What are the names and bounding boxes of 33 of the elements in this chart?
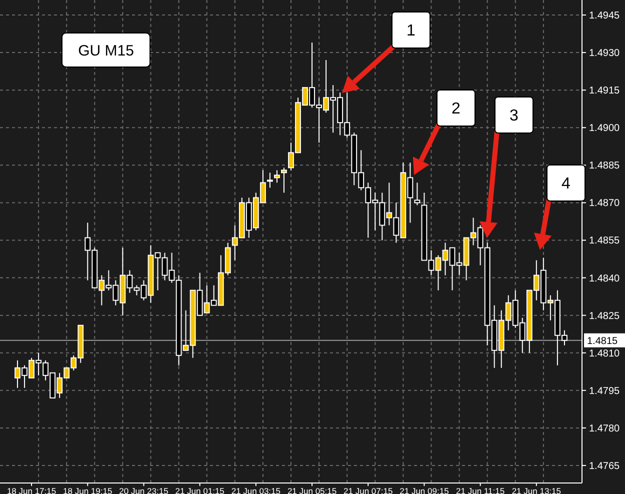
y-tick-label: 1.4840 (589, 273, 620, 284)
x-tick-label: 21 Jun 05:15 (287, 486, 337, 494)
x-tick-label: 21 Jun 01:15 (175, 486, 225, 494)
y-tick-label: 1.4870 (589, 198, 620, 210)
candlestick (414, 182, 420, 206)
y-tick-label: 1.4780 (589, 423, 620, 434)
annotation: 3 (510, 108, 519, 125)
x-tick-label: 20 Jun 23:15 (119, 486, 169, 494)
x-tick-label: 21 Jun 07:15 (344, 486, 393, 494)
x-tick-label: 18 Jun 19:15 (63, 486, 112, 494)
y-tick-label: 1.4915 (589, 86, 620, 97)
candlestick (274, 170, 280, 184)
y-tick-label: 1.4930 (589, 48, 620, 60)
x-tick-label: 21 Jun 03:15 (231, 486, 281, 494)
x-tick-label: 21 Jun 11:15 (456, 486, 505, 494)
y-tick-label: 1.4900 (589, 123, 620, 134)
candlestick (266, 172, 273, 188)
y-tick-label: 1.4885 (589, 160, 620, 172)
y-tick-label: 1.4765 (589, 460, 620, 472)
y-tick-label: 1.4855 (589, 236, 620, 247)
y-tick-label: 1.4795 (589, 386, 620, 397)
y-tick-label: 1.4810 (589, 348, 620, 360)
annotation: 2 (452, 100, 461, 118)
x-tick-label: 21 Jun 09:15 (400, 486, 450, 494)
x-tick-label: 18 Jun 17:15 (6, 486, 56, 494)
annotation: 4 (562, 176, 571, 193)
ref-line-label: 1.4815 (587, 336, 618, 347)
text: GU M15 (78, 42, 134, 60)
y-tick-label: 1.4945 (589, 10, 620, 22)
x-tick-label: 21 Jun 13:15 (512, 486, 562, 494)
candlestick (281, 167, 287, 194)
annotation: 1 (406, 22, 416, 40)
y-tick-label: 1.4825 (589, 310, 620, 322)
